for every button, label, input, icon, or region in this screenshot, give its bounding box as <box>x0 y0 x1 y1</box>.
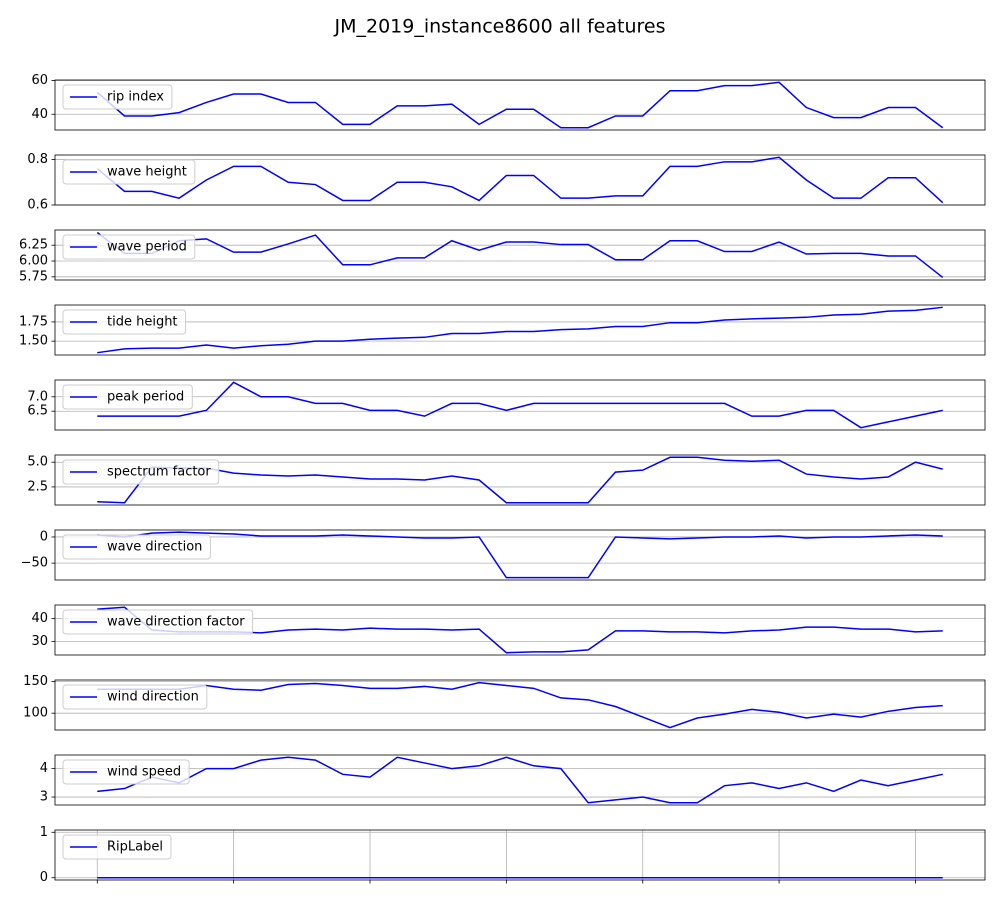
series-line <box>97 381 943 429</box>
legend-box <box>62 684 208 710</box>
legend-box <box>62 834 172 860</box>
legend-label: wave direction <box>107 540 202 555</box>
legend-label: wind speed <box>107 765 181 780</box>
y-tick-label: 5.75 <box>19 269 48 284</box>
plot-area <box>55 680 985 730</box>
legend-label: wind direction <box>107 690 199 705</box>
legend-box <box>62 609 254 635</box>
y-tick-label: 6.5 <box>27 404 48 419</box>
series-line <box>96 231 944 279</box>
series-line <box>97 306 943 354</box>
axes-frame <box>54 304 986 356</box>
series-line <box>97 681 943 729</box>
legend-box <box>62 459 220 485</box>
y-tick-label: 4 <box>40 761 48 776</box>
y-tick-label: −50 <box>21 556 48 571</box>
legend-label: wave period <box>107 240 187 255</box>
y-tick-label: 1.75 <box>19 314 48 329</box>
y-tick-label: 40 <box>31 611 48 626</box>
legend-label: RipLabel <box>107 840 163 855</box>
axes-frame <box>54 604 986 656</box>
y-tick-label: 100 <box>23 706 48 721</box>
subplot: 6.57.0 peak period <box>27 379 986 431</box>
legend-label: peak period <box>107 390 184 405</box>
y-tick-label: 7.0 <box>27 389 48 404</box>
legend-box <box>62 384 193 410</box>
y-tick-label: 30 <box>31 634 48 649</box>
legend-label: wave height <box>107 165 187 180</box>
legend-box <box>62 534 211 560</box>
axes-frame <box>54 154 986 206</box>
y-tick-label: 0 <box>40 870 48 885</box>
legend-box <box>62 234 196 260</box>
plot-area <box>55 830 985 880</box>
subplot: 0.6 0.8 wave height <box>27 152 986 213</box>
plot-area <box>55 305 985 355</box>
y-tick-label: 1 <box>40 825 48 840</box>
legend-label: wave direction factor <box>107 615 245 630</box>
series-line <box>96 81 944 129</box>
plot-area <box>55 80 985 130</box>
y-tick-label: 1.50 <box>19 334 48 349</box>
y-tick-label: 0.8 <box>27 152 48 167</box>
subplot: 0 1 RipLabel <box>40 825 986 885</box>
axes-frame <box>54 79 986 131</box>
y-tick-label: 3 <box>40 790 48 805</box>
series-line <box>97 756 943 804</box>
y-tick-label: 0 <box>40 529 48 544</box>
y-tick-label: 6.00 <box>19 254 48 269</box>
legend-box <box>62 759 190 785</box>
axes-frame <box>54 754 986 806</box>
axes-frame <box>54 679 986 731</box>
figure-title: JM_2019_instance8600 all features <box>334 16 666 38</box>
plot-area <box>55 755 985 805</box>
axes-frame <box>54 829 986 881</box>
series-line <box>96 156 944 204</box>
subplot: 30 40 wave direction factor <box>31 604 986 656</box>
plot-area <box>55 155 985 205</box>
y-tick-label: 150 <box>23 674 48 689</box>
axes-frame <box>54 529 986 581</box>
subplot: 5.756.006.25 wave period <box>19 229 986 284</box>
legend-label: rip index <box>107 90 164 105</box>
subplot: 40 60 rip index <box>31 73 986 131</box>
y-tick-label: 2.5 <box>27 479 48 494</box>
subplot: −50 0 wave direction <box>21 529 986 581</box>
subplot: 3 4 wind speed <box>40 754 986 806</box>
y-tick-label: 40 <box>31 107 48 122</box>
y-tick-label: 6.25 <box>19 238 48 253</box>
series-line <box>97 456 943 504</box>
subplot: 1.50 1.75 tide height <box>19 304 986 356</box>
series-line <box>97 531 943 579</box>
y-tick-label: 0.6 <box>27 198 48 213</box>
axes-frame <box>54 454 986 506</box>
subplot: 2.5 5.0 spectrum factor <box>27 454 986 506</box>
axes-frame <box>54 229 986 281</box>
subplot: 100 150 wind direction <box>23 674 986 731</box>
legend-box <box>62 84 173 110</box>
plot-area <box>55 380 985 430</box>
y-tick-label: 60 <box>31 73 48 88</box>
legend-box <box>62 159 196 185</box>
plot-area <box>55 230 985 280</box>
y-tick-label: 5.0 <box>27 455 48 470</box>
legend-label: tide height <box>107 315 178 330</box>
legend-label: spectrum factor <box>107 465 211 480</box>
axes-frame <box>54 379 986 431</box>
legend-box <box>62 309 187 335</box>
